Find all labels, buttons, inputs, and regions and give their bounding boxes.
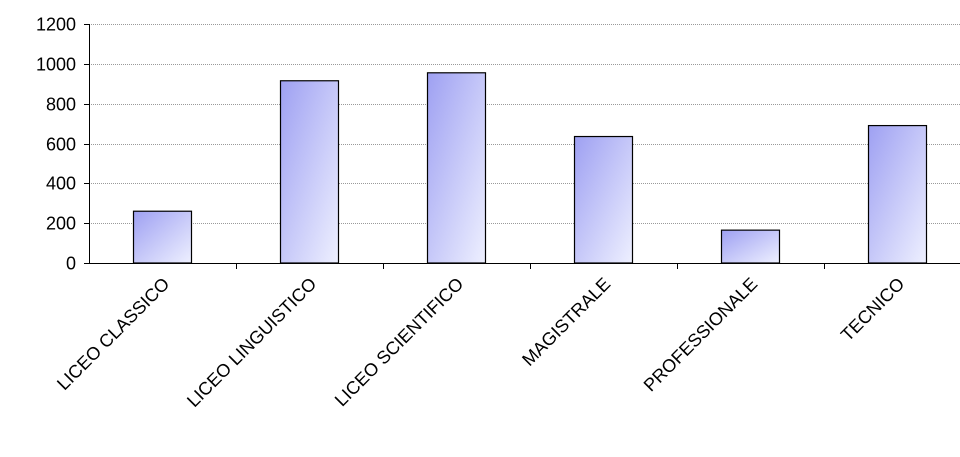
y-tick-label: 1200	[36, 15, 76, 35]
x-tick-label: LICEO LINGUISTICO	[183, 274, 320, 411]
axes	[84, 24, 960, 269]
x-tick-labels: LICEO CLASSICO LICEO LINGUISTICO LICEO SCI…	[53, 274, 908, 411]
x-tick-label: MAGISTRALE	[518, 274, 614, 370]
bars	[132, 72, 928, 264]
bar-liceo-scientifico	[426, 72, 487, 264]
bar-magistrale	[573, 135, 634, 264]
y-tick-label: 1000	[36, 55, 76, 75]
gridlines	[89, 24, 960, 224]
x-tick-label: PROFESSIONALE	[640, 274, 762, 396]
y-tick-label: 400	[46, 174, 76, 194]
bar-liceo-classico	[132, 210, 193, 264]
y-tick-labels: 0 200 400 600 800 1000 1200	[36, 15, 76, 274]
x-tick-label: TECNICO	[837, 274, 908, 345]
bar-liceo-linguistico	[279, 80, 340, 264]
y-tick-label: 600	[46, 135, 76, 155]
y-tick-label: 800	[46, 95, 76, 115]
x-tick-label: LICEO SCIENTIFICO	[331, 274, 467, 410]
bar-professionale	[720, 229, 781, 264]
y-tick-label: 200	[46, 214, 76, 234]
x-tick-label: LICEO CLASSICO	[53, 274, 173, 394]
y-tick-label: 0	[66, 254, 76, 274]
bar-tecnico	[867, 124, 928, 264]
